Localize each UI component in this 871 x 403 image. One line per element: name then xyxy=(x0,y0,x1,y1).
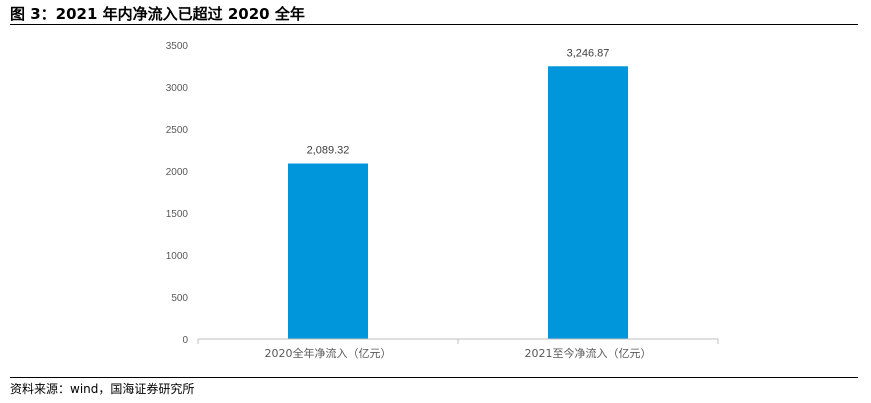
y-tick-label: 1500 xyxy=(166,209,189,220)
y-tick-label: 3500 xyxy=(166,41,189,52)
y-tick-label: 2000 xyxy=(166,167,189,178)
bar-chart: 0 500 1000 1500 2000 2500 3000 3500 2,089.32 2020… xyxy=(166,41,719,360)
top-rule xyxy=(10,24,858,25)
figure-source: 资料来源：wind，国海证券研究所 xyxy=(10,382,195,396)
bar xyxy=(288,163,368,339)
data-label: 3,246.87 xyxy=(567,47,610,59)
bar xyxy=(548,66,628,340)
y-tick-label: 2500 xyxy=(166,125,189,136)
data-label: 2,089.32 xyxy=(307,144,350,156)
y-tick-label: 0 xyxy=(182,335,188,346)
x-category-label: 2021至今净流入（亿元） xyxy=(525,346,652,360)
bottom-rule xyxy=(10,377,858,378)
y-tick-label: 3000 xyxy=(166,83,189,94)
y-tick-label: 500 xyxy=(171,293,188,304)
x-category-label: 2020全年净流入（亿元） xyxy=(265,346,392,360)
figure-title: 图 3：2021 年内净流入已超过 2020 全年 xyxy=(10,5,305,23)
y-tick-label: 1000 xyxy=(166,251,189,262)
